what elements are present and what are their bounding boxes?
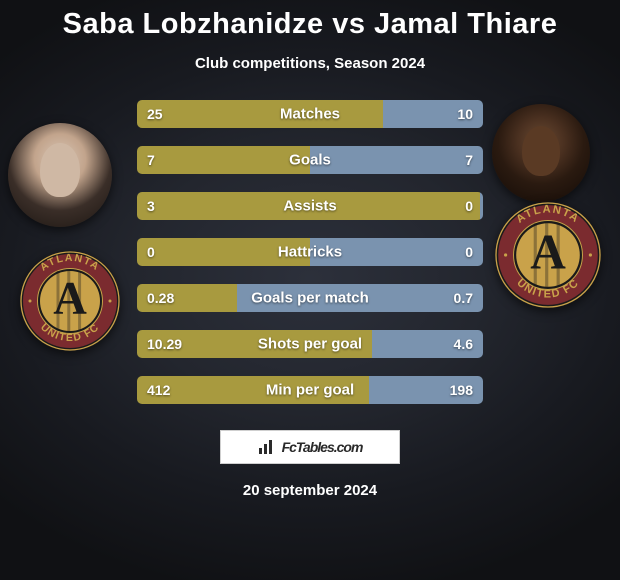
stat-label: Goals per match [251, 290, 369, 307]
stat-value-right: 10 [457, 106, 473, 122]
player-avatar-left [8, 123, 112, 227]
svg-text:A: A [53, 274, 87, 325]
date-line: 20 september 2024 [0, 482, 620, 499]
stat-value-right: 4.6 [454, 336, 473, 352]
stat-value-right: 198 [450, 382, 473, 398]
club-badge-left: AATLANTAUNITED FC [20, 251, 120, 351]
stat-value-left: 0.28 [147, 290, 174, 306]
comparison-subtitle: Club competitions, Season 2024 [0, 55, 620, 72]
stat-row: 3 0 Assists [137, 192, 483, 220]
source-label: FcTables.com [282, 439, 363, 455]
stat-value-right: 0 [465, 198, 473, 214]
stats-bars: 25 10 Matches 7 7 Goals 3 0 Assists 0 0 Hattricks 0.… [137, 100, 483, 404]
stat-row: 0.28 0.7 Goals per match [137, 284, 483, 312]
stat-label: Assists [283, 198, 336, 215]
stat-row: 0 0 Hattricks [137, 238, 483, 266]
stat-label: Shots per goal [258, 336, 362, 353]
stat-row: 412 198 Min per goal [137, 376, 483, 404]
stat-value-left: 7 [147, 152, 155, 168]
stat-row: 7 7 Goals [137, 146, 483, 174]
comparison-title: Saba Lobzhanidze vs Jamal Thiare [0, 8, 620, 41]
stat-value-right: 7 [465, 152, 473, 168]
stat-value-left: 3 [147, 198, 155, 214]
stat-label: Min per goal [266, 382, 354, 399]
stat-label: Goals [289, 152, 331, 169]
stat-value-left: 10.29 [147, 336, 182, 352]
svg-text:A: A [530, 224, 566, 279]
player-avatar-right [492, 104, 590, 202]
source-badge: FcTables.com [220, 430, 400, 464]
stat-label: Matches [280, 106, 340, 123]
stat-label: Hattricks [278, 244, 342, 261]
stat-value-left: 0 [147, 244, 155, 260]
stat-value-left: 25 [147, 106, 163, 122]
stat-value-right: 0 [465, 244, 473, 260]
club-badge-right: AATLANTAUNITED FC [495, 202, 601, 308]
stat-value-left: 412 [147, 382, 170, 398]
stat-value-right: 0.7 [454, 290, 473, 306]
stat-row: 10.29 4.6 Shots per goal [137, 330, 483, 358]
stat-row: 25 10 Matches [137, 100, 483, 128]
bars-icon [258, 439, 276, 455]
